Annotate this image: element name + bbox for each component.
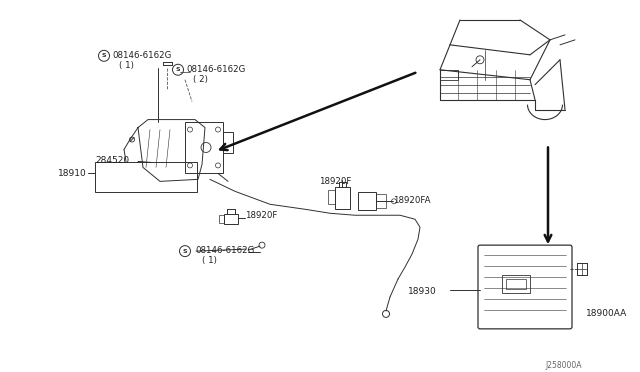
Text: J258000A: J258000A <box>545 361 582 370</box>
Text: 08146-6162G: 08146-6162G <box>112 51 172 60</box>
Text: S: S <box>176 67 180 72</box>
Text: S: S <box>102 53 106 58</box>
Text: 18920F: 18920F <box>319 177 351 186</box>
Bar <box>506 279 526 289</box>
Text: 18920F: 18920F <box>245 211 277 220</box>
Text: 18900AA: 18900AA <box>586 309 627 318</box>
Bar <box>328 190 335 204</box>
Text: S: S <box>182 248 188 254</box>
Text: 18920FA: 18920FA <box>393 196 431 205</box>
Text: 284520: 284520 <box>95 157 129 166</box>
Bar <box>440 70 458 80</box>
Bar <box>224 214 238 224</box>
Text: ( 2): ( 2) <box>193 75 208 84</box>
Bar <box>185 122 223 173</box>
Text: ( 1): ( 1) <box>119 61 134 70</box>
Text: 08146-6162G: 08146-6162G <box>186 65 245 74</box>
Bar <box>376 194 386 208</box>
Text: 18930: 18930 <box>408 287 436 296</box>
Bar <box>502 275 530 293</box>
Bar <box>95 163 197 192</box>
Bar <box>219 215 224 223</box>
Text: 08146-6162G: 08146-6162G <box>195 246 254 255</box>
Bar <box>358 192 376 210</box>
Bar <box>335 187 350 209</box>
Text: ( 1): ( 1) <box>202 256 217 265</box>
Bar <box>223 132 233 154</box>
Text: 18910: 18910 <box>58 169 87 179</box>
